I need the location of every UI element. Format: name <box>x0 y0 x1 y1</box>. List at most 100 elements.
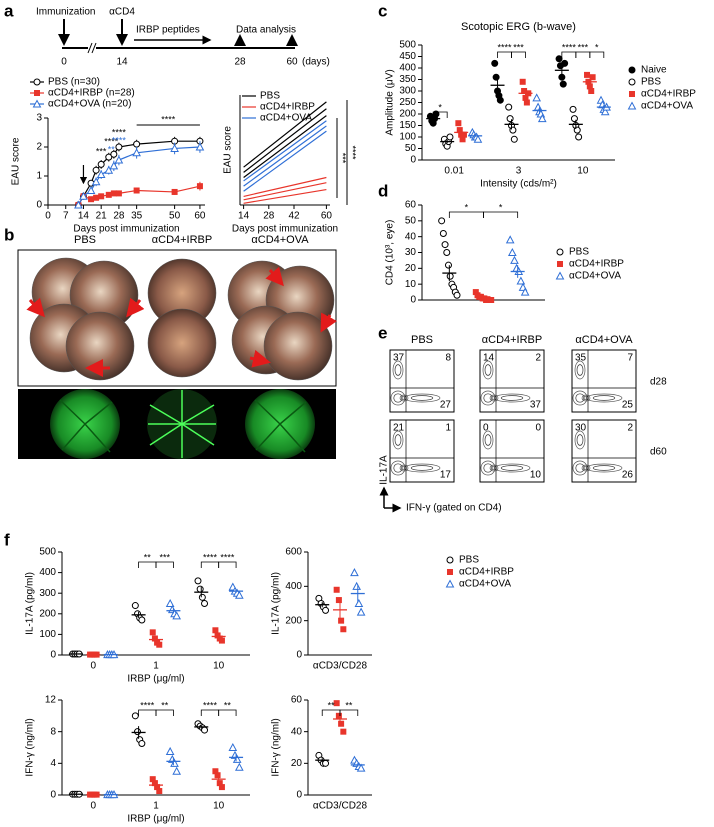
contour <box>575 463 585 473</box>
contour <box>576 434 584 446</box>
data-point <box>519 78 526 85</box>
data-point <box>171 188 178 195</box>
y-tick-label: 300 <box>39 588 56 599</box>
data-point <box>156 788 163 795</box>
data-point <box>196 585 204 593</box>
data-point <box>133 187 140 194</box>
contour <box>493 463 531 473</box>
contour <box>572 460 588 476</box>
data-point <box>352 581 362 590</box>
data-point <box>115 143 123 151</box>
significance-bracket <box>218 561 237 568</box>
data-point <box>492 73 500 81</box>
contour <box>581 394 591 402</box>
quadrant-value: 2 <box>535 353 541 364</box>
y-axis-label: IL-17A (pg/ml) <box>271 572 282 635</box>
contour <box>576 364 584 376</box>
significance-bracket <box>448 211 484 218</box>
significance-label: ** <box>161 700 169 710</box>
fundus-photos <box>17 249 337 459</box>
data-point <box>110 150 118 158</box>
series-line <box>243 125 327 187</box>
timeline-break <box>87 42 93 54</box>
legend-label: αCD4+OVA <box>641 101 693 112</box>
contour <box>392 360 404 380</box>
x-tick-label: 0 <box>91 801 97 812</box>
quadrant-value: 14 <box>483 353 495 364</box>
y-tick-label: 0 <box>410 295 416 306</box>
significance-bracket <box>138 709 157 716</box>
y-tick-label: 3 <box>36 113 42 124</box>
y-axis-label: IFN-γ (ng/ml) <box>25 718 36 776</box>
y-tick-label: 20 <box>291 758 303 769</box>
timeline-event: αCD4 <box>109 7 135 18</box>
y-axis-label: IL-17A (pg/ml) <box>25 572 36 635</box>
data-point <box>439 230 447 237</box>
series-line <box>243 130 327 192</box>
y-tick-label: 200 <box>399 109 416 120</box>
timeline-interval: IRBP peptides <box>136 25 200 36</box>
legend-label: αCD4+OVA <box>569 271 621 282</box>
legend-marker <box>557 261 563 267</box>
data-point <box>446 133 454 141</box>
quadrant-value: 35 <box>575 353 587 364</box>
data-point <box>586 83 593 90</box>
contour <box>572 390 588 406</box>
column-label: αCD4+IRBP <box>152 234 212 246</box>
y-axis-label: EAU score <box>223 126 234 174</box>
legend-label: PBS <box>459 555 479 566</box>
significance-label: **** <box>498 42 513 52</box>
data-point <box>510 135 518 143</box>
significance-label: ** <box>224 700 232 710</box>
data-point <box>558 73 566 81</box>
data-point <box>88 196 95 203</box>
data-point <box>170 143 179 152</box>
contour <box>480 460 496 476</box>
panel-label: f <box>4 530 10 549</box>
x-tick-label: 14 <box>78 211 90 222</box>
data-point <box>97 160 105 168</box>
row-label: d60 <box>650 447 667 458</box>
contour <box>592 395 616 401</box>
y-tick-label: 2 <box>36 142 42 153</box>
data-point <box>496 96 504 104</box>
contour <box>482 430 494 450</box>
contour <box>393 463 403 473</box>
significance-bracket <box>497 51 512 58</box>
legend-label: αCD4+IRBP <box>569 259 624 270</box>
contour <box>394 434 402 446</box>
significance-bracket <box>511 51 526 58</box>
legend-label: αCD4+OVA <box>260 113 312 124</box>
significance-label: * <box>465 202 469 212</box>
quadrant-value: 17 <box>440 470 452 481</box>
y-tick-label: 60 <box>405 200 417 211</box>
data-point <box>509 126 517 134</box>
legend-marker <box>628 66 636 74</box>
contour <box>410 395 434 401</box>
contour <box>480 390 496 406</box>
data-point <box>600 107 610 116</box>
contour <box>500 395 524 401</box>
y-tick-label: 400 <box>39 567 56 578</box>
data-point <box>340 728 347 735</box>
x-tick-label: 28 <box>113 211 125 222</box>
data-point <box>151 635 158 642</box>
data-point <box>92 166 100 174</box>
significance-label: **** <box>220 552 235 562</box>
data-point <box>196 183 203 190</box>
y-tick-label: 200 <box>39 608 56 619</box>
data-point <box>441 241 449 249</box>
y-tick-label: 1 <box>36 171 42 182</box>
data-point <box>573 126 581 134</box>
data-point <box>350 568 359 577</box>
data-point <box>138 616 146 624</box>
data-point <box>91 177 101 186</box>
legend-marker <box>556 248 564 256</box>
quadrant-value: 21 <box>393 423 405 434</box>
data-point <box>507 247 517 256</box>
y-axis-label: CD4 (10³, eye) <box>385 220 396 286</box>
y-tick-label: 400 <box>285 581 302 592</box>
data-point <box>212 768 219 775</box>
series-line <box>243 120 327 182</box>
data-point <box>588 88 595 94</box>
